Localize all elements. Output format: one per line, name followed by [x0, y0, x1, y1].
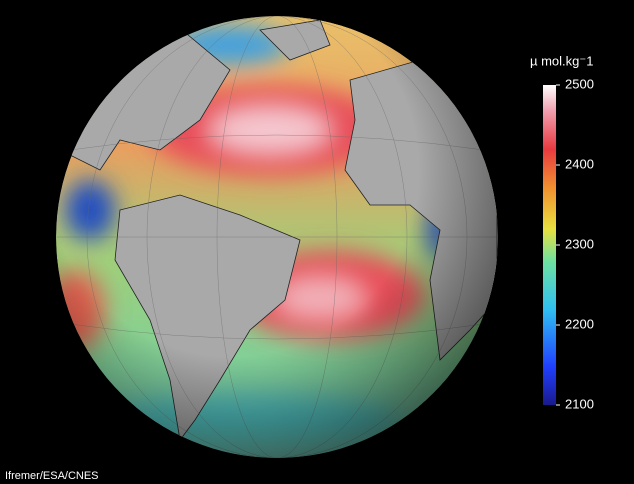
colorbar-title: µ mol.kg⁻1 [530, 53, 593, 68]
globe [56, 16, 498, 458]
colorbar-tick-label: 2100 [565, 396, 594, 411]
colorbar-tick-label: 2300 [565, 236, 594, 251]
credit: Ifremer/ESA/CNES [5, 470, 99, 482]
colorbar [543, 85, 556, 405]
colorbar-tick-label: 2400 [565, 156, 594, 171]
colorbar-tick-label: 2500 [565, 76, 594, 91]
colorbar-tick-label: 2200 [565, 316, 594, 331]
